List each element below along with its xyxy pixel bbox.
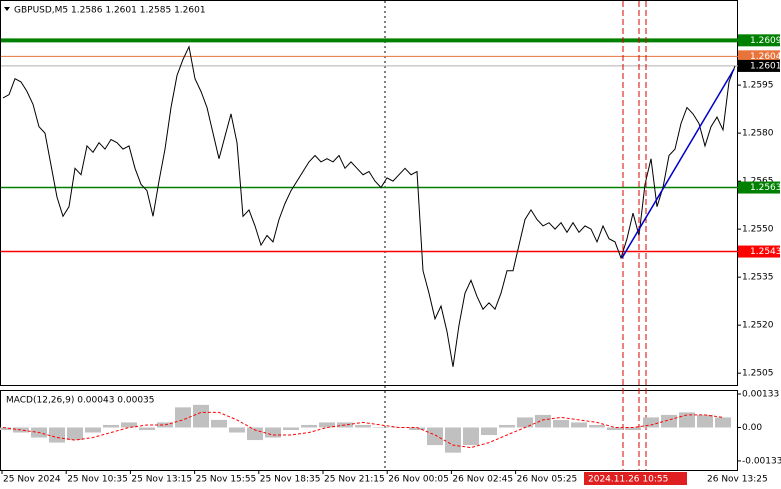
macd-bar xyxy=(661,414,677,428)
macd-bar xyxy=(571,422,587,428)
macd-bar xyxy=(715,417,731,428)
price-line xyxy=(2,45,736,367)
level-label-box xyxy=(738,34,780,47)
macd-bar xyxy=(265,427,281,438)
macd-bar xyxy=(103,424,119,428)
macd-bar xyxy=(49,427,65,443)
y-tick-label: 1.2580 xyxy=(742,129,774,139)
level-label-box xyxy=(738,181,780,194)
level-label-box xyxy=(738,50,780,63)
level-label: 1.2609 xyxy=(750,36,781,46)
x-highlight-label: 2024.11.26 10:55 xyxy=(588,475,668,485)
x-tick-label: 26 Nov 13:25 xyxy=(707,475,768,485)
x-tick-label: 25 Nov 21:15 xyxy=(324,475,385,485)
macd-bar xyxy=(535,414,551,428)
macd-bar xyxy=(355,424,371,428)
macd-bar xyxy=(157,422,173,428)
trend-line xyxy=(621,68,735,259)
level-label-box xyxy=(738,245,780,258)
macd-bar xyxy=(481,427,497,436)
y-tick-label: 1.2535 xyxy=(742,273,774,283)
macd-bar xyxy=(679,412,695,428)
macd-bar xyxy=(445,427,461,453)
x-tick-label: 25 Nov 18:35 xyxy=(260,475,321,485)
macd-bar xyxy=(175,407,191,428)
macd-bar xyxy=(139,427,155,430)
macd-bar xyxy=(697,414,713,428)
macd-title: MACD(12,26,9) 0.00043 0.00035 xyxy=(6,396,155,406)
macd-frame xyxy=(0,390,738,471)
macd-bar xyxy=(229,427,245,433)
macd-bar xyxy=(67,427,83,441)
title-arrow xyxy=(4,7,10,11)
macd-tick-label: -0.00133 xyxy=(742,456,781,466)
macd-bar xyxy=(13,427,29,433)
x-tick-label: 26 Nov 00:05 xyxy=(388,475,449,485)
macd-bar xyxy=(121,422,137,428)
x-tick-label: 25 Nov 15:55 xyxy=(196,475,257,485)
level-label: 1.2563 xyxy=(750,183,781,193)
macd-tick-label: 0.00 xyxy=(742,423,762,433)
macd-bar xyxy=(553,419,569,428)
macd-bar xyxy=(301,424,317,428)
x-tick-label: 25 Nov 13:15 xyxy=(131,475,192,485)
macd-bar xyxy=(85,427,101,433)
x-tick-label: 25 Nov 10:35 xyxy=(67,475,128,485)
level-label-box xyxy=(738,59,780,72)
macd-bar xyxy=(463,427,479,446)
level-label: 1.2601 xyxy=(750,61,781,71)
macd-bar xyxy=(607,427,623,430)
price-frame xyxy=(0,0,738,386)
macd-bar xyxy=(211,419,227,428)
x-tick-label: 26 Nov 05:25 xyxy=(517,475,578,485)
y-tick-label: 1.2520 xyxy=(742,321,774,331)
macd-bar xyxy=(427,427,443,446)
signal-line xyxy=(2,411,724,449)
macd-bar xyxy=(247,427,263,441)
macd-tick-label: 0.00133 xyxy=(742,390,779,400)
x-tick-label: 25 Nov 2024 xyxy=(3,475,61,485)
macd-bar xyxy=(589,424,605,428)
macd-bar xyxy=(517,417,533,428)
macd-bar xyxy=(409,427,425,430)
macd-bar xyxy=(0,427,11,430)
macd-bar xyxy=(193,404,209,428)
macd-bar xyxy=(625,427,641,430)
x-tick-label: 26 Nov 02:45 xyxy=(452,475,513,485)
chart-title: GBPUSD,M5 1.2586 1.2601 1.2585 1.2601 xyxy=(14,6,206,16)
level-label: 1.2543 xyxy=(750,247,781,257)
macd-bar xyxy=(373,427,389,428)
y-tick-label: 1.2505 xyxy=(742,369,774,379)
y-tick-label: 1.2595 xyxy=(742,81,774,91)
macd-bar xyxy=(319,422,335,428)
x-highlight-box xyxy=(584,472,687,485)
macd-bar xyxy=(283,427,299,430)
level-label: 1.2604 xyxy=(750,52,781,62)
macd-bar xyxy=(643,417,659,428)
y-tick-label: 1.2550 xyxy=(742,225,774,235)
macd-bar xyxy=(499,424,515,428)
